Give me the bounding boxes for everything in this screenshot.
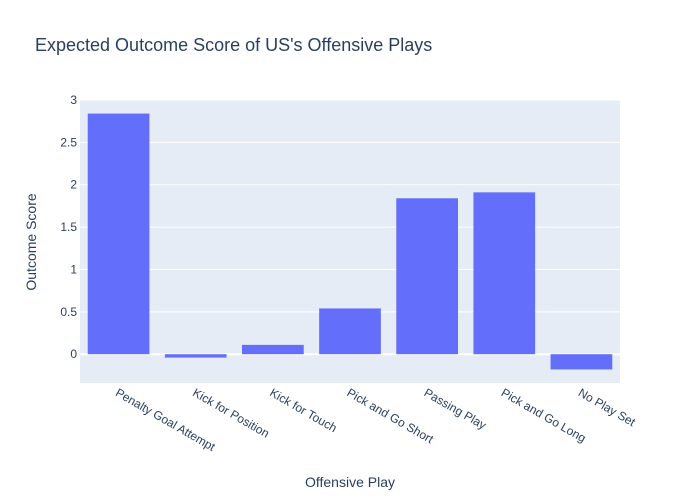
y-tick-label: 1.5: [60, 220, 77, 234]
bar: [87, 113, 150, 355]
chart-title: Expected Outcome Score of US's Offensive…: [35, 35, 432, 55]
x-tick-label: Kick for Touch: [267, 385, 339, 435]
bar: [550, 354, 613, 370]
x-axis-title: Offensive Play: [305, 474, 395, 490]
bar: [396, 198, 458, 355]
x-tick-label: Pick and Go Long: [499, 385, 589, 445]
y-axis-ticks: 0 0.5 1 1.5 2 2.5 3: [60, 93, 77, 361]
bar: [164, 354, 227, 358]
y-tick-label: 0: [70, 347, 77, 361]
bar: [242, 344, 304, 355]
bar: [473, 192, 536, 355]
y-tick-label: 2.5: [60, 135, 77, 149]
bars: [87, 113, 613, 370]
y-tick-label: 2: [70, 178, 77, 192]
x-tick-label: No Play Set: [576, 385, 638, 429]
y-tick-label: 1: [70, 262, 77, 276]
y-tick-label: 3: [70, 93, 77, 107]
y-axis-title: Outcome Score: [23, 193, 39, 290]
x-tick-label: Passing Play: [422, 385, 489, 432]
bar: [319, 308, 381, 355]
y-tick-label: 0.5: [60, 305, 77, 319]
